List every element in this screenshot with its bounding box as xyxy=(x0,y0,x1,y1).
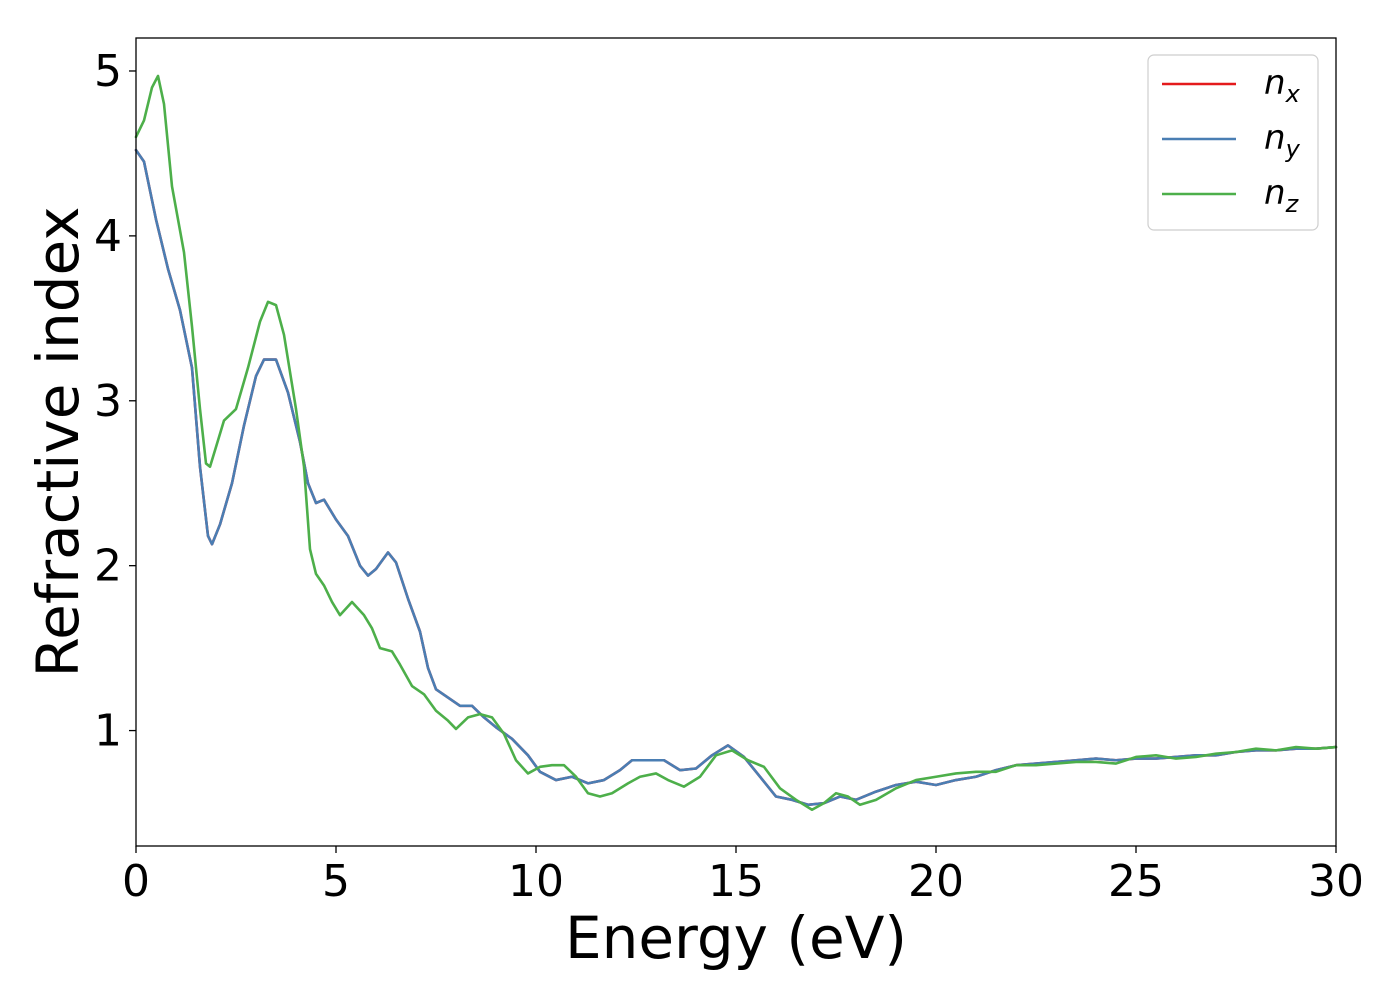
x-tick-label: 15 xyxy=(708,856,764,907)
y-tick-label: 4 xyxy=(94,211,122,262)
y-axis-title: Refractive index xyxy=(24,206,92,677)
series-line-nz xyxy=(134,74,1338,812)
y-tick-label: 1 xyxy=(94,706,122,757)
x-axis-title: Energy (eV) xyxy=(565,904,907,972)
x-tick-label: 30 xyxy=(1308,856,1364,907)
y-tick-label: 5 xyxy=(94,46,122,97)
legend-frame xyxy=(1147,54,1319,231)
x-tick-label: 5 xyxy=(322,856,350,907)
y-tick-label: 2 xyxy=(94,541,122,592)
y-tick-label: 3 xyxy=(94,376,122,427)
x-axis: 0 5 10 15 20 25 30 xyxy=(122,846,1364,907)
plot-background xyxy=(136,38,1336,846)
x-tick-label: 0 xyxy=(122,856,150,907)
series-line-ny xyxy=(134,148,1338,807)
x-tick-label: 20 xyxy=(908,856,964,907)
x-tick-label: 10 xyxy=(508,856,564,907)
series-layer xyxy=(134,74,1338,812)
x-tick-label: 25 xyxy=(1108,856,1164,907)
y-axis: 1 2 3 4 5 xyxy=(94,46,136,757)
